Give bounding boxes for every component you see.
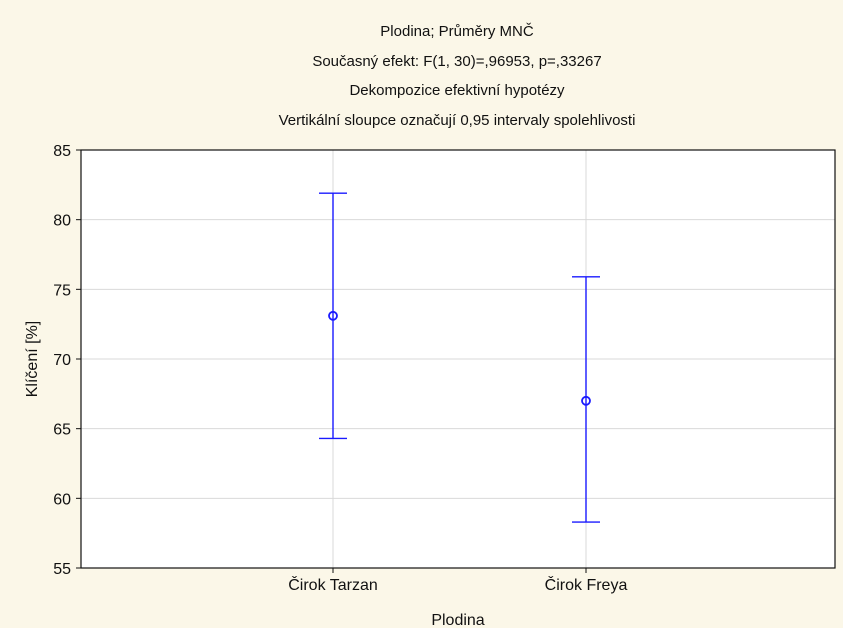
y-tick-label: 55 [53, 561, 71, 578]
x-axis-title: Plodina [431, 612, 484, 628]
title-line-4: Vertikální sloupce označují 0,95 interva… [279, 112, 636, 129]
title-line-3: Dekompozice efektivní hypotézy [349, 82, 565, 99]
y-axis-title: Klíčení [%] [24, 321, 41, 397]
data-marks [319, 192, 600, 523]
mean-point [581, 395, 591, 406]
y-tick-label: 85 [53, 143, 71, 160]
y-tick-label: 65 [53, 422, 71, 439]
y-tick-label: 60 [53, 491, 71, 508]
x-axis: Čirok Tarzan Čirok Freya [288, 568, 627, 594]
mean-point [328, 310, 338, 321]
y-tick-label: 70 [53, 352, 71, 369]
x-tick-label: Čirok Freya [545, 575, 628, 594]
y-tick-label: 80 [53, 213, 71, 230]
y-axis: 55 60 65 70 75 80 85 [53, 143, 81, 578]
chart-title: Plodina; Průměry MNČ Současný efekt: F(1… [279, 23, 636, 129]
title-line-1: Plodina; Průměry MNČ [380, 23, 534, 40]
y-tick-label: 75 [53, 282, 71, 299]
x-tick-label: Čirok Tarzan [288, 575, 378, 594]
title-line-2: Současný efekt: F(1, 30)=,96953, p=,3326… [312, 53, 601, 70]
